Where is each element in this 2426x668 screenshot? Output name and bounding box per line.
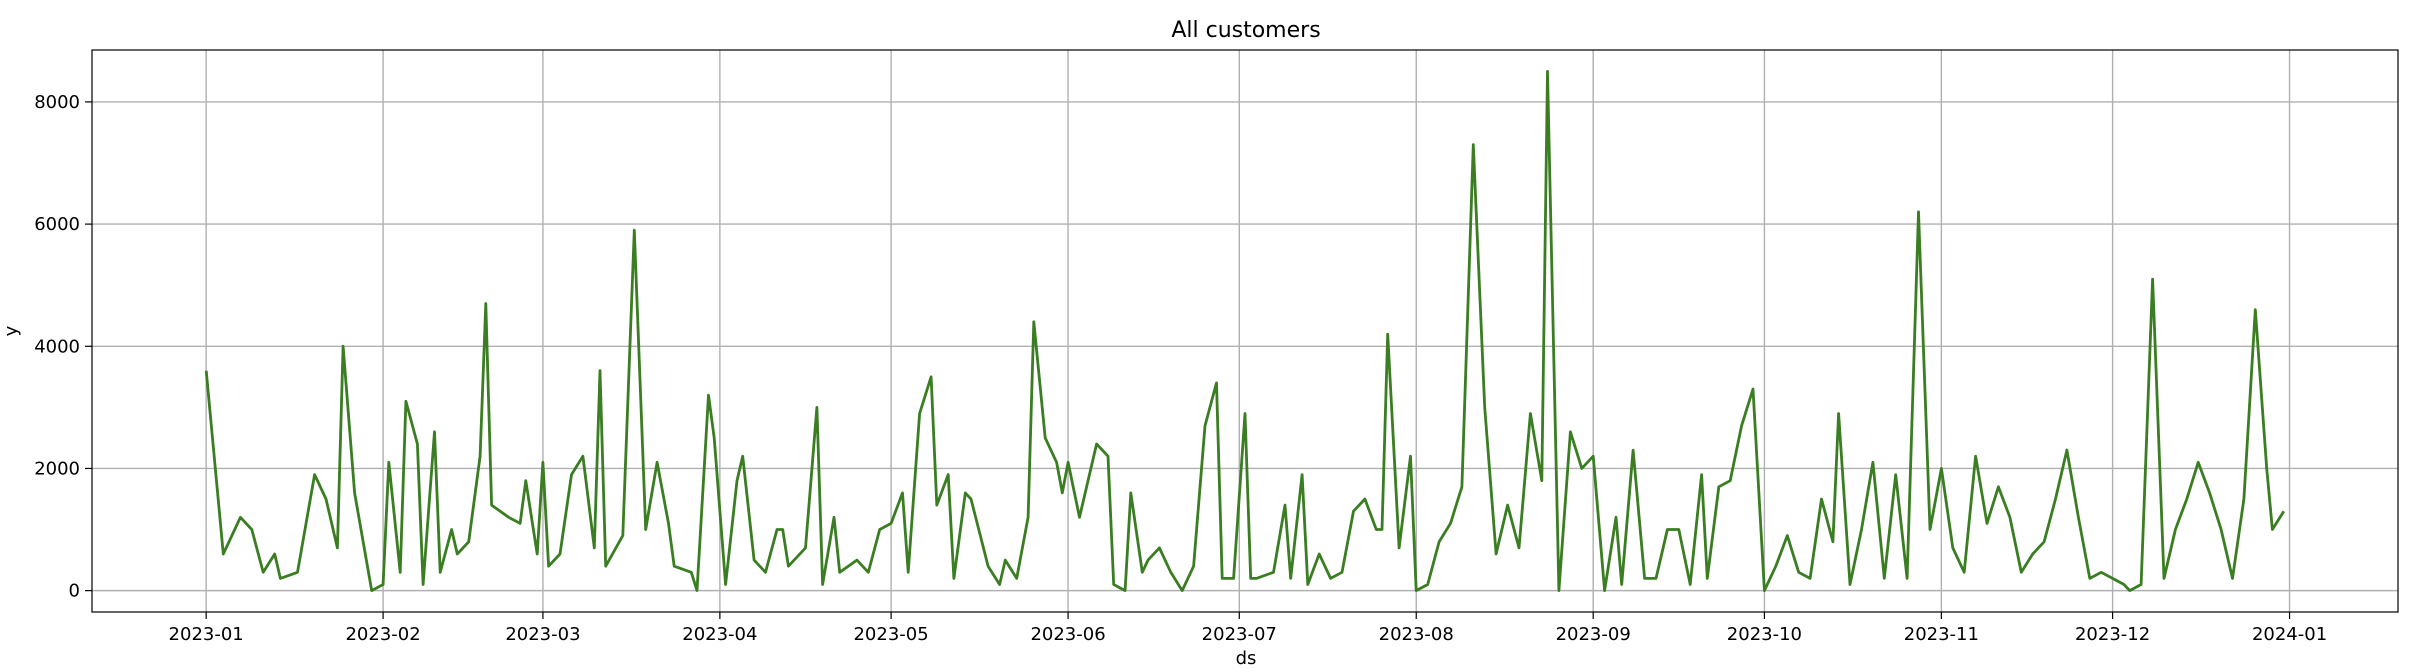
y-tick-label: 0 xyxy=(69,581,80,602)
x-tick-label: 2023-03 xyxy=(505,624,580,645)
x-tick-label: 2023-12 xyxy=(2075,624,2150,645)
x-tick-label: 2023-09 xyxy=(1556,624,1631,645)
x-tick-label: 2023-10 xyxy=(1727,624,1802,645)
series-layer xyxy=(204,70,2285,592)
y-tick-label: 6000 xyxy=(34,214,80,235)
grid xyxy=(92,50,2398,612)
x-tick-label: 2023-11 xyxy=(1904,624,1979,645)
chart-title: All customers xyxy=(1171,18,1320,43)
y-axis-label: y xyxy=(1,325,22,336)
x-tick-label: 2023-07 xyxy=(1202,624,1277,645)
x-tick-label: 2023-01 xyxy=(169,624,244,645)
plot-frame xyxy=(91,49,2399,613)
x-tick-label: 2023-06 xyxy=(1030,624,1105,645)
x-tick-label: 2023-08 xyxy=(1379,624,1454,645)
x-axis-label: ds xyxy=(1236,648,1257,668)
x-tick-label: 2024-01 xyxy=(2252,624,2327,645)
x-tick-label: 2023-02 xyxy=(345,624,420,645)
x-tick-label: 2023-04 xyxy=(682,624,757,645)
series-line xyxy=(204,70,2285,592)
y-tick-label: 4000 xyxy=(34,336,80,357)
x-axis-ticks: 2023-01 2023-02 2023-03 2023-04 2023-05 2023-… xyxy=(169,612,2327,645)
x-tick-label: 2023-05 xyxy=(853,624,928,645)
y-tick-label: 8000 xyxy=(34,92,80,113)
y-tick-label: 2000 xyxy=(34,458,80,479)
y-axis-ticks: 0 2000 4000 6000 8000 xyxy=(34,92,92,602)
